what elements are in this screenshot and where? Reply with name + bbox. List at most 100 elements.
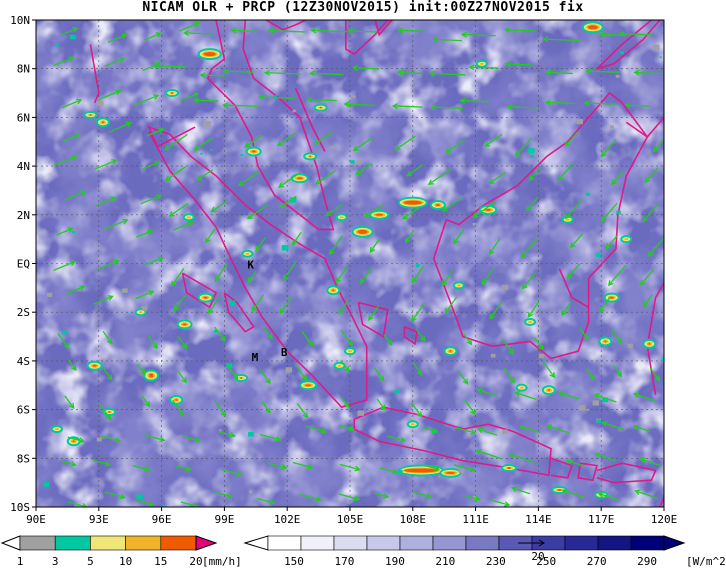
wind-vector <box>311 29 347 33</box>
wind-arrowhead <box>178 410 185 417</box>
wind-vector <box>62 133 80 142</box>
wind-arrowhead <box>347 340 353 347</box>
coastline <box>625 116 664 138</box>
wind-vector <box>372 492 389 498</box>
precip-speck <box>203 120 211 127</box>
wind-arrowhead <box>433 465 440 471</box>
wind-arrowhead <box>528 175 535 182</box>
wind-arrowhead <box>258 94 265 101</box>
wind-vector <box>214 326 226 342</box>
precip-speck <box>527 148 535 154</box>
wind-arrowhead <box>63 342 70 349</box>
wind-arrowhead <box>119 493 126 500</box>
wind-arrowhead <box>144 466 151 472</box>
wind-arrowhead <box>70 364 77 371</box>
wind-arrowhead <box>474 495 482 502</box>
precip-cell <box>410 423 415 426</box>
wind-vector <box>329 235 343 255</box>
wind-arrowhead <box>314 139 321 145</box>
wind-arrowhead <box>585 68 592 75</box>
wind-vector <box>165 166 186 181</box>
wind-arrowhead <box>607 280 614 287</box>
wind-arrowhead <box>598 306 605 314</box>
wind-vector <box>410 402 422 417</box>
precip-speck <box>136 494 143 500</box>
wind-arrowhead <box>210 206 217 213</box>
precip-speck <box>229 300 236 306</box>
precip-speck <box>357 410 365 416</box>
precip-colorbar-unit: [mm/h] <box>202 555 242 568</box>
lat-label: 10N <box>10 14 30 27</box>
wind-vector <box>505 29 536 32</box>
wind-arrowhead <box>639 279 646 286</box>
graticule <box>36 20 664 507</box>
precip-cell <box>604 340 607 343</box>
precip-speck <box>590 340 595 344</box>
wind-vector <box>218 431 235 437</box>
wind-arrowhead <box>396 69 404 76</box>
wind-arrowhead <box>164 144 171 151</box>
wind-arrowhead <box>222 102 229 109</box>
wind-vector <box>619 33 653 36</box>
wind-vector <box>611 329 623 344</box>
precip-speck <box>55 44 59 47</box>
axis-labels: 90E 93E 96E 99E 102E 105E 108E 111E 114E 117E 120E… <box>10 14 677 526</box>
wind-arrowhead <box>185 466 192 472</box>
wind-vector <box>194 137 213 151</box>
precip-speck <box>70 34 76 40</box>
precip-cell <box>547 389 550 392</box>
wind-arrowhead <box>70 461 77 467</box>
precip-colorbar-swatch <box>54 535 91 551</box>
precip-speck <box>290 197 297 203</box>
wind-vector <box>335 266 348 283</box>
wind-vector <box>584 102 617 105</box>
wind-vector <box>263 327 273 339</box>
wind-vector <box>338 424 354 431</box>
wind-arrowhead <box>187 220 194 227</box>
wind-arrowhead <box>506 103 513 110</box>
wind-vector <box>546 71 573 75</box>
wind-vector <box>65 285 85 295</box>
wind-vector <box>338 301 348 314</box>
coastline <box>550 457 573 479</box>
olr-colorbar-swatch <box>399 535 434 551</box>
wind-vector <box>599 296 611 313</box>
wind-arrowhead <box>589 373 595 381</box>
wind-vector <box>644 167 659 183</box>
wind-vector <box>292 231 302 245</box>
wind-arrowhead <box>425 492 432 499</box>
wind-vector <box>178 22 200 32</box>
wind-vector <box>561 302 572 316</box>
precip-cell <box>108 411 111 414</box>
place-marker-k: K <box>247 258 254 271</box>
wind-arrowhead <box>444 147 452 154</box>
wind-vector <box>431 106 463 109</box>
wind-arrowhead <box>638 457 646 463</box>
precip-speck <box>595 252 601 257</box>
wind-vector <box>251 294 265 312</box>
wind-vector <box>64 190 86 201</box>
wind-vector <box>464 494 480 501</box>
wind-arrowhead <box>359 277 366 285</box>
wind-vector <box>57 333 69 348</box>
wind-vector <box>369 238 381 253</box>
wind-arrowhead <box>157 256 164 263</box>
wind-vector <box>171 268 185 287</box>
wind-vector <box>301 330 314 347</box>
wind-vector <box>528 167 541 181</box>
wind-vector <box>376 398 386 411</box>
olr-colorbar-unit: [W/m^2] <box>686 555 726 568</box>
lon-label: 117E <box>588 513 615 526</box>
wind-arrowhead <box>121 33 128 40</box>
wind-vector <box>261 401 271 413</box>
wind-vector <box>177 336 188 349</box>
wind-arrowhead <box>558 391 565 397</box>
wind-vector <box>231 29 258 33</box>
wind-arrowhead <box>193 145 201 151</box>
precip-speck <box>210 148 213 151</box>
wind-arrowhead <box>549 372 556 379</box>
olr-colorbar-tick: 210 <box>435 555 455 568</box>
wind-vector <box>64 395 75 409</box>
wind-arrowhead <box>542 36 549 43</box>
precip-speck <box>428 312 432 315</box>
